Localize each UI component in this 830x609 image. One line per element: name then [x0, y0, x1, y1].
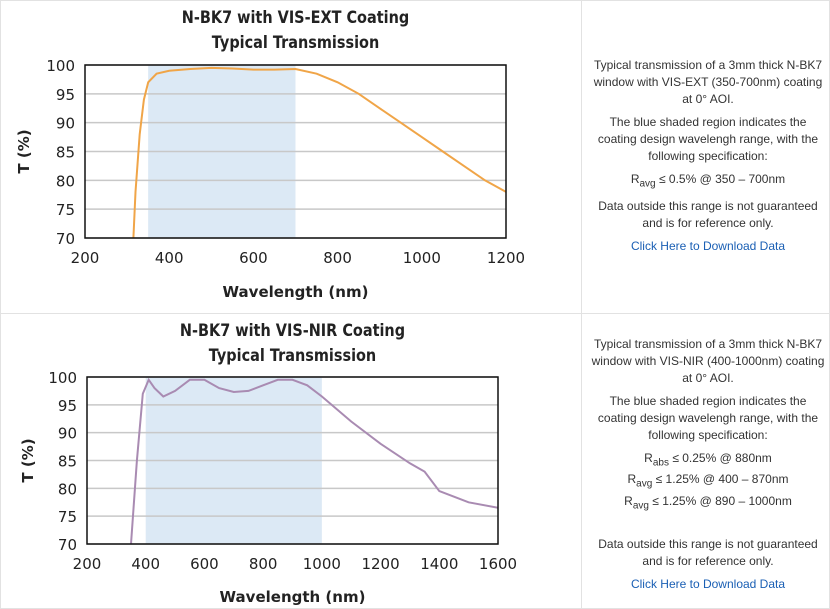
description: Typical transmission of a 3mm thick N-BK…	[590, 57, 826, 255]
y-tick-label: 75	[58, 508, 77, 526]
spec-symbol: R	[624, 493, 633, 508]
y-tick-label: 70	[56, 230, 75, 248]
paragraph: Typical transmission of a 3mm thick N-BK…	[593, 58, 823, 106]
paragraph: The blue shaded region indicates the coa…	[597, 115, 819, 163]
x-tick-label: 800	[249, 555, 278, 573]
specification: Ravg ≤ 1.25% @ 400 – 870nm	[590, 471, 826, 492]
spec-subscript: avg	[636, 478, 653, 490]
specification: Rabs ≤ 0.25% @ 880nm	[590, 450, 826, 471]
spec-subscript: avg	[632, 500, 649, 512]
description-cell: Typical transmission of a 3mm thick N-BK…	[581, 313, 830, 609]
x-tick-label: 1000	[403, 249, 441, 267]
x-tick-label: 1400	[420, 555, 458, 573]
description-cell: Typical transmission of a 3mm thick N-BK…	[581, 0, 830, 314]
y-tick-label: 100	[46, 57, 75, 75]
x-tick-label: 400	[155, 249, 184, 267]
spec-text: ≤ 1.25% @ 890 – 1000nm	[652, 493, 792, 508]
x-tick-label: 200	[71, 249, 100, 267]
chart: N-BK7 with VIS-EXT Coating Typical Transm…	[15, 7, 525, 301]
plot-frame	[86, 376, 499, 545]
spacer	[590, 514, 826, 536]
spec-subscript: abs	[652, 457, 669, 469]
y-tick-label: 90	[56, 115, 75, 133]
y-tick-label: 85	[56, 144, 75, 162]
spec-text: ≤ 0.25% @ 880nm	[672, 451, 772, 465]
description: Typical transmission of a 3mm thick N-BK…	[590, 336, 826, 593]
y-tick-label: 80	[58, 480, 77, 498]
chart-title: N-BK7 with VIS-NIR Coating	[180, 320, 405, 340]
y-tick-label: 90	[58, 425, 77, 443]
paragraph: Typical transmission of a 3mm thick N-BK…	[591, 337, 825, 385]
chart-cell: N-BK7 with VIS-EXT Coating Typical Transm…	[0, 0, 582, 314]
spec-symbol: R	[630, 172, 640, 186]
spec-subscript: avg	[639, 178, 656, 190]
x-tick-label: 1600	[479, 555, 517, 573]
specification: Ravg ≤ 1.25% @ 890 – 1000nm	[590, 493, 826, 514]
chart: N-BK7 with VIS-NIR Coating Typical Transm…	[19, 320, 517, 606]
specification: Ravg ≤ 0.5% @ 350 – 700nm	[590, 171, 826, 192]
transmission-line	[130, 377, 498, 544]
spec-text: ≤ 1.25% @ 400 – 870nm	[655, 472, 789, 487]
y-tick-label: 80	[56, 172, 75, 190]
x-tick-label: 800	[323, 249, 352, 267]
y-axis-label: T (%)	[15, 129, 33, 173]
spec-text: ≤ 0.5% @ 350 – 700nm	[658, 172, 786, 186]
plot-frame	[84, 64, 507, 239]
x-axis-label: Wavelength (nm)	[220, 588, 366, 606]
spec-symbol: R	[644, 451, 653, 465]
x-tick-label: 600	[239, 249, 268, 267]
note: Data outside this range is not guarantee…	[598, 537, 818, 569]
y-tick-label: 75	[56, 201, 75, 219]
x-tick-label: 200	[73, 555, 102, 573]
y-axis-label: T (%)	[19, 438, 37, 482]
y-tick-label: 95	[56, 86, 75, 104]
x-tick-label: 400	[131, 555, 160, 573]
y-tick-label: 70	[58, 536, 77, 554]
y-tick-label: 95	[58, 397, 77, 415]
y-tick-label: 100	[48, 369, 77, 387]
note: Data outside this range is not guarantee…	[598, 199, 818, 231]
y-tick-label: 85	[58, 453, 77, 471]
x-tick-label: 1000	[303, 555, 341, 573]
chart-subtitle: Typical Transmission	[209, 345, 376, 365]
download-link[interactable]: Click Here to Download Data	[630, 239, 786, 254]
download-link[interactable]: Click Here to Download Data	[630, 577, 786, 592]
chart-cell: N-BK7 with VIS-NIR Coating Typical Transm…	[0, 313, 582, 609]
chart-subtitle: Typical Transmission	[212, 32, 379, 52]
x-axis-label: Wavelength (nm)	[223, 283, 369, 301]
chart-title: N-BK7 with VIS-EXT Coating	[182, 7, 409, 27]
paragraph: The blue shaded region indicates the coa…	[597, 394, 819, 442]
x-tick-label: 1200	[361, 555, 399, 573]
x-tick-label: 600	[190, 555, 219, 573]
x-tick-label: 1200	[487, 249, 525, 267]
spec-symbol: R	[627, 472, 637, 487]
transmission-line	[132, 66, 506, 238]
